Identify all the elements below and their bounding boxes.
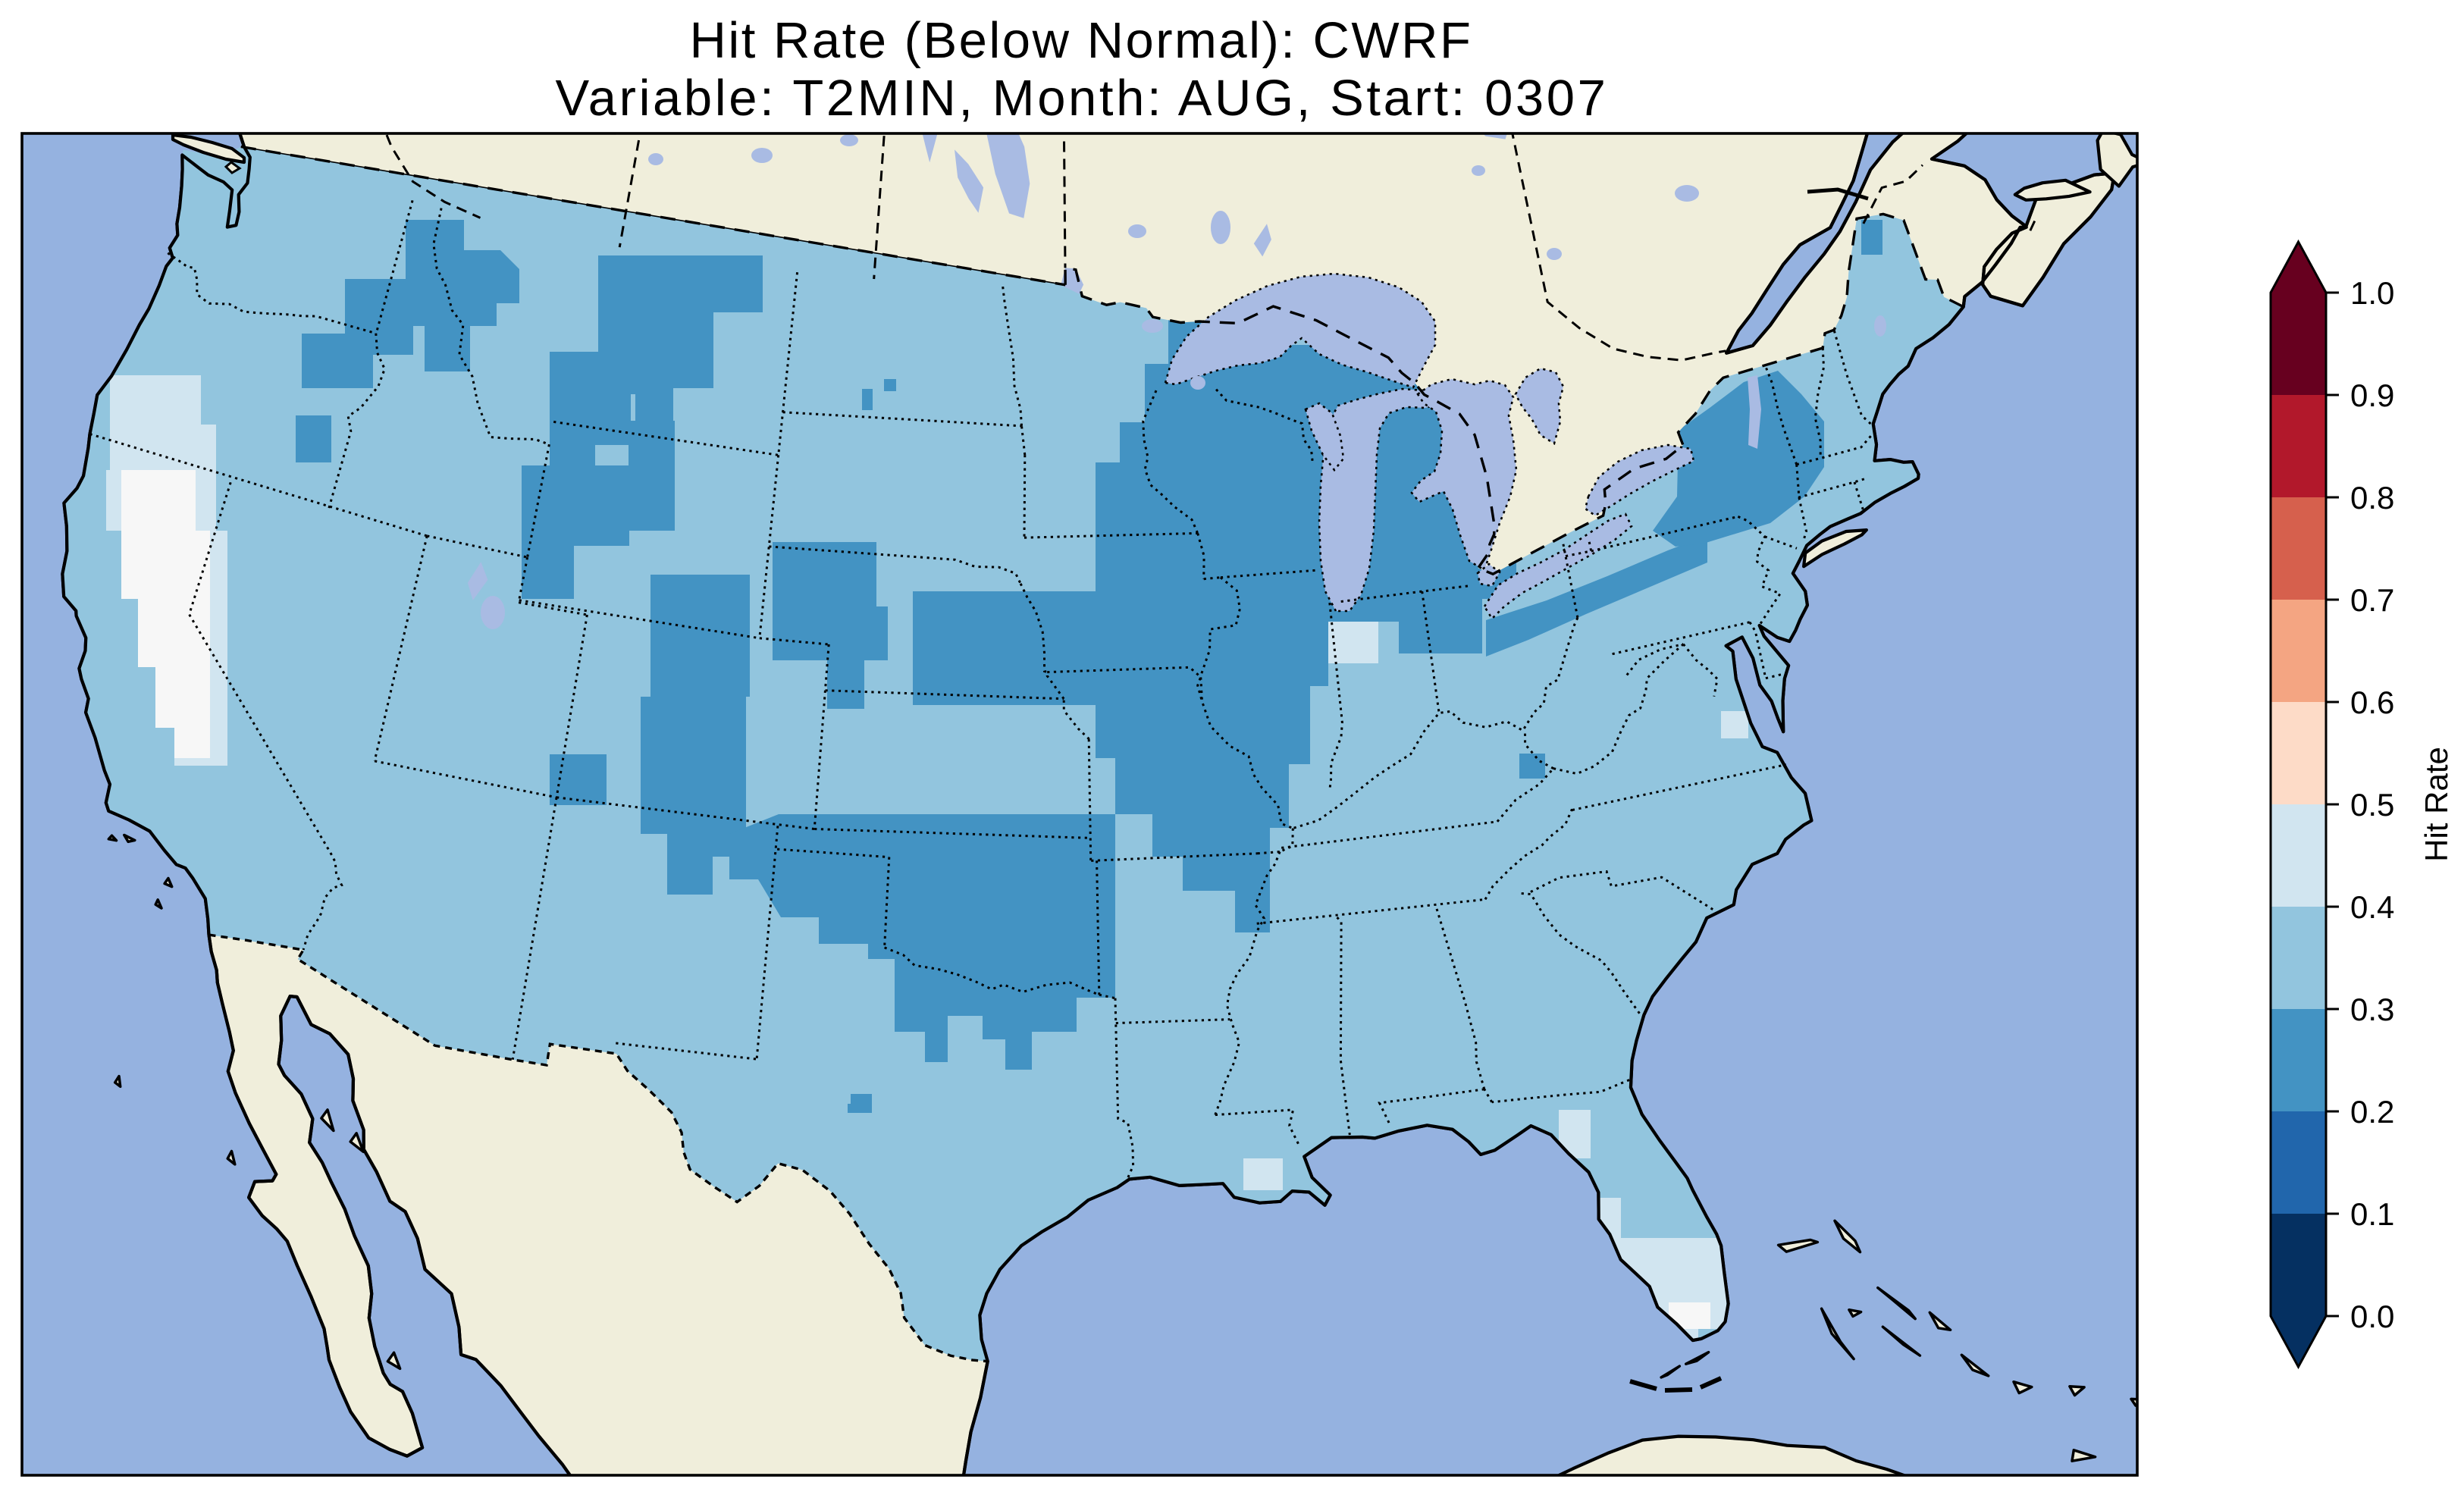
svg-text:0.2: 0.2: [2350, 1094, 2394, 1130]
svg-text:0.4: 0.4: [2350, 889, 2394, 925]
svg-text:Hit Rate: Hit Rate: [2419, 747, 2454, 862]
svg-text:Hit Rate (Below Normal): CWRF: Hit Rate (Below Normal): CWRF: [690, 12, 1473, 69]
svg-text:0.1: 0.1: [2350, 1196, 2394, 1232]
svg-text:0.7: 0.7: [2350, 582, 2394, 618]
svg-text:Variable: T2MIN, Month: AUG, S: Variable: T2MIN, Month: AUG, Start: 0307: [555, 70, 1608, 127]
svg-text:0.5: 0.5: [2350, 787, 2394, 823]
svg-text:0.0: 0.0: [2350, 1299, 2394, 1334]
svg-text:0.3: 0.3: [2350, 992, 2394, 1027]
svg-text:0.8: 0.8: [2350, 480, 2394, 516]
svg-text:0.6: 0.6: [2350, 685, 2394, 720]
svg-text:1.0: 1.0: [2350, 275, 2394, 311]
svg-text:0.9: 0.9: [2350, 378, 2394, 413]
